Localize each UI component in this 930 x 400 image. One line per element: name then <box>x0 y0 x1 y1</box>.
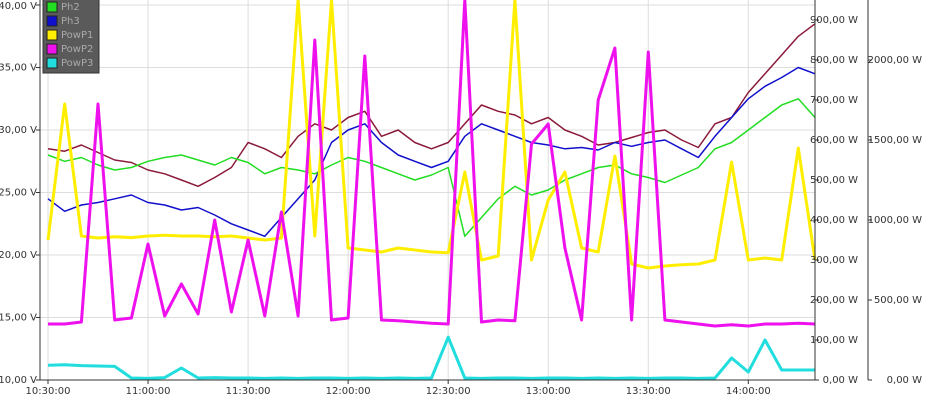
y-tick-label: 215,00 V <box>0 313 37 324</box>
legend-swatch <box>46 29 58 41</box>
legend-label: Ph2 <box>61 2 80 13</box>
y2-tick-label: 800,00 W <box>810 55 858 66</box>
y3-tick-label: 0,00 W <box>887 375 922 386</box>
x-tick-label: 13:30:00 <box>626 386 671 397</box>
legend-label: PowP2 <box>61 44 93 55</box>
series-line <box>47 335 815 380</box>
y2-tick-label: 200,00 W <box>810 295 858 306</box>
legend-label: Ph3 <box>61 16 80 27</box>
y3-tick-label: 500,00 W <box>874 295 922 306</box>
legend-swatch <box>46 43 58 55</box>
legend-swatch <box>46 15 58 27</box>
legend-label: PowP1 <box>61 30 93 41</box>
y2-tick-label: 400,00 W <box>810 215 858 226</box>
y-tick-label: 225,00 V <box>0 188 37 199</box>
y3-tick-label: 2000,00 W <box>868 55 923 66</box>
y-tick-label: 235,00 V <box>0 63 37 74</box>
y2-tick-label: 100,00 W <box>810 335 858 346</box>
plot <box>46 0 817 380</box>
y-tick-label: 220,00 V <box>0 250 37 261</box>
y2-tick-label: 300,00 W <box>810 255 858 266</box>
series-line <box>47 66 816 238</box>
x-tick-label: 13:00:00 <box>526 386 571 397</box>
y2-tick-label: 900,00 W <box>810 15 858 26</box>
x-tick-label: 14:00:00 <box>726 386 771 397</box>
y3-tick-label: 1500,00 W <box>868 135 923 146</box>
legend-swatch <box>46 57 58 69</box>
x-tick-label: 11:30:00 <box>226 386 271 397</box>
series-line <box>46 0 817 270</box>
series-line <box>48 0 816 328</box>
x-tick-label: 12:30:00 <box>426 386 471 397</box>
x-tick-label: 11:00:00 <box>126 386 171 397</box>
series-line <box>47 98 816 238</box>
legend: Ph2 Ph3 PowP1 PowP2 PowP3 <box>42 0 100 74</box>
y2-tick-label: 700,00 W <box>810 95 858 106</box>
y-tick-label: 210,00 V <box>0 375 37 386</box>
legend-swatch <box>46 1 58 13</box>
x-tick-label: 12:00:00 <box>326 386 371 397</box>
y-tick-label: 230,00 V <box>0 125 37 136</box>
legend-label: PowP3 <box>61 58 93 69</box>
y3-tick-label: 1000,00 W <box>868 215 923 226</box>
y2-tick-label: 500,00 W <box>810 175 858 186</box>
x-tick-label: 10:30:00 <box>26 386 71 397</box>
y2-tick-label: 600,00 W <box>810 135 858 146</box>
y-tick-label: 240,00 V <box>0 1 37 12</box>
y2-tick-label: 0,00 W <box>823 375 858 386</box>
series-line <box>47 23 816 188</box>
